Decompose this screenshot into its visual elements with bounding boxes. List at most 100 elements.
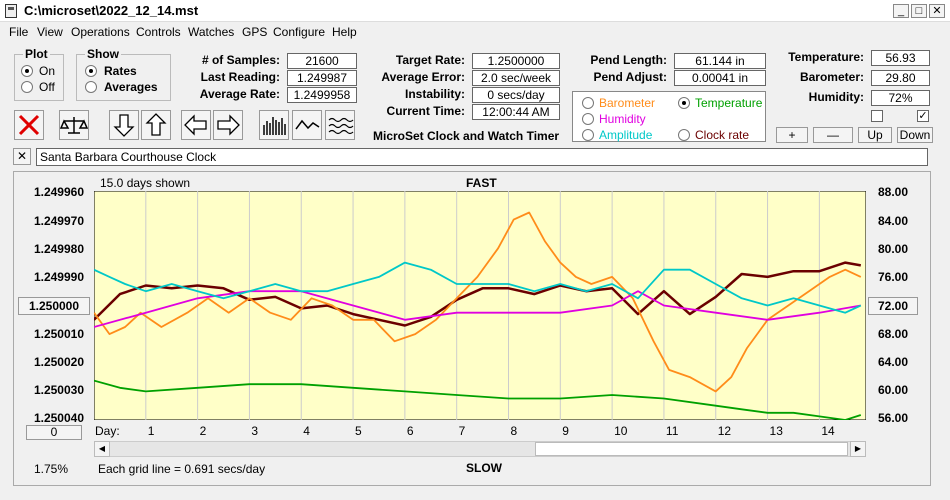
chart-plot-area: [94, 191, 866, 420]
temperature-option-label: Temperature: [695, 96, 763, 110]
day-tick-label: 14: [821, 424, 835, 438]
left-axis-tick: 1.250010: [33, 327, 84, 341]
humidity-label: Humidity:: [808, 90, 864, 104]
temperature-radio[interactable]: [678, 97, 690, 109]
amplitude-radio[interactable]: [582, 129, 594, 141]
menu-file[interactable]: File: [9, 25, 29, 39]
histogram-button[interactable]: [259, 110, 289, 140]
left-axis-tick: 1.250020: [33, 355, 84, 369]
barometer-radio[interactable]: [582, 97, 594, 109]
show-averages-label: Averages: [104, 80, 158, 94]
average-rate-label: Average Rate:: [199, 87, 280, 101]
series-line-barometer: [94, 211, 862, 393]
plot-group: Plot On Off: [14, 47, 64, 101]
arrow-up-button[interactable]: [141, 110, 171, 140]
right-axis-tick: 84.00: [877, 214, 909, 228]
right-axis-tick: 56.00: [877, 411, 909, 425]
menu-help[interactable]: Help: [332, 25, 357, 39]
down-button[interactable]: Down: [897, 127, 933, 143]
temperature-label: Temperature:: [788, 50, 864, 64]
menu-watches[interactable]: Watches: [188, 25, 235, 39]
close-button[interactable]: ✕: [929, 4, 945, 18]
left-axis-tick: 1.249960: [33, 185, 84, 199]
left-axis-tick: 1.249970: [33, 214, 84, 228]
balance-button[interactable]: [59, 110, 89, 140]
instability-label: Instability:: [404, 87, 465, 101]
checkbox-left[interactable]: [871, 110, 883, 122]
arrow-right-button[interactable]: [213, 110, 243, 140]
day-axis-label: Day:: [95, 424, 120, 438]
title-bar: C:\microset\2022_12_14.mst _ □ ✕: [0, 0, 950, 22]
samples-label: # of Samples:: [201, 53, 280, 67]
balance-scale-icon: [59, 117, 89, 134]
scrollbar-thumb[interactable]: [535, 442, 848, 456]
stop-button[interactable]: [14, 110, 44, 140]
series-line-clock-rate: [94, 261, 862, 327]
maximize-button[interactable]: □: [911, 4, 927, 18]
plot-on-label: On: [39, 64, 56, 78]
days-shown-label: 15.0 days shown: [100, 176, 191, 190]
current-time-label: Current Time:: [386, 104, 465, 118]
checkbox-right[interactable]: ✓: [917, 110, 929, 122]
scroll-left-arrow[interactable]: ◀: [94, 441, 110, 457]
plot-group-title: Plot: [23, 47, 50, 61]
average-rate-value: 1.2499958: [287, 87, 357, 103]
menu-configure[interactable]: Configure: [273, 25, 326, 39]
samples-value: 21600: [287, 53, 357, 69]
left-axis-tick: 1.249990: [33, 270, 84, 284]
show-group-title: Show: [85, 47, 121, 61]
minimize-button[interactable]: _: [893, 4, 909, 18]
right-axis-center-button[interactable]: 72.00: [868, 297, 918, 315]
day-tick-label: 8: [510, 424, 518, 438]
day-tick-label: 5: [355, 424, 362, 438]
pend-length-value[interactable]: 61.144 in: [674, 53, 766, 69]
current-time-value: 12:00:44 AM: [472, 104, 560, 120]
arrow-up-icon: [145, 113, 167, 136]
barometer-value: 29.80: [871, 70, 930, 86]
day-tick-label: 6: [406, 424, 414, 438]
day-tick-label: 10: [614, 424, 628, 438]
plot-off-label: Off: [39, 80, 55, 94]
plot-off-radio[interactable]: [21, 81, 33, 93]
line-plot-icon: [295, 119, 320, 130]
menu-view[interactable]: View: [37, 25, 63, 39]
scroll-right-arrow[interactable]: ▶: [850, 441, 866, 457]
line-plot-button[interactable]: [292, 110, 322, 140]
clear-name-button[interactable]: ✕: [13, 148, 31, 165]
plot-on-radio[interactable]: [21, 65, 33, 77]
app-icon: [5, 4, 17, 18]
menu-controls[interactable]: Controls: [136, 25, 181, 39]
up-button[interactable]: Up: [858, 127, 892, 143]
day-tick-label: 3: [251, 424, 259, 438]
grid-note: Each grid line = 0.691 secs/day: [98, 462, 266, 476]
barometer-label: Barometer:: [799, 70, 864, 84]
menu-gps[interactable]: GPS: [242, 25, 268, 39]
plus-button[interactable]: +: [776, 127, 808, 143]
right-axis-tick: 68.00: [877, 327, 909, 341]
waves-button[interactable]: [325, 110, 355, 140]
humidity-radio[interactable]: [582, 113, 594, 125]
show-rates-radio[interactable]: [85, 65, 97, 77]
arrow-left-icon: [184, 114, 207, 136]
arrow-left-button[interactable]: [181, 110, 211, 140]
day-tick-label: 1: [147, 424, 155, 438]
menu-operations[interactable]: Operations: [71, 25, 130, 39]
target-rate-value[interactable]: 1.2500000: [472, 53, 560, 69]
app-title: MicroSet Clock and Watch Timer: [373, 129, 560, 143]
left-axis-tick: 1.250040: [33, 411, 84, 425]
percent-label: 1.75%: [34, 462, 69, 476]
right-axis-tick: 88.00: [877, 185, 909, 199]
pend-adjust-label: Pend Adjust:: [593, 70, 667, 84]
clock-rate-radio[interactable]: [678, 129, 690, 141]
left-axis-tick: 1.250030: [33, 383, 84, 397]
left-axis-center-button[interactable]: 1.250000: [18, 297, 90, 315]
arrow-right-icon: [217, 114, 240, 136]
arrow-down-icon: [113, 114, 135, 137]
minus-button[interactable]: —: [813, 127, 853, 143]
series-line-amplitude: [94, 261, 862, 314]
zero-button[interactable]: 0: [26, 425, 82, 440]
average-error-label: Average Error:: [381, 70, 465, 84]
arrow-down-button[interactable]: [109, 110, 139, 140]
clock-name-field[interactable]: Santa Barbara Courthouse Clock: [36, 148, 928, 166]
show-averages-radio[interactable]: [85, 81, 97, 93]
